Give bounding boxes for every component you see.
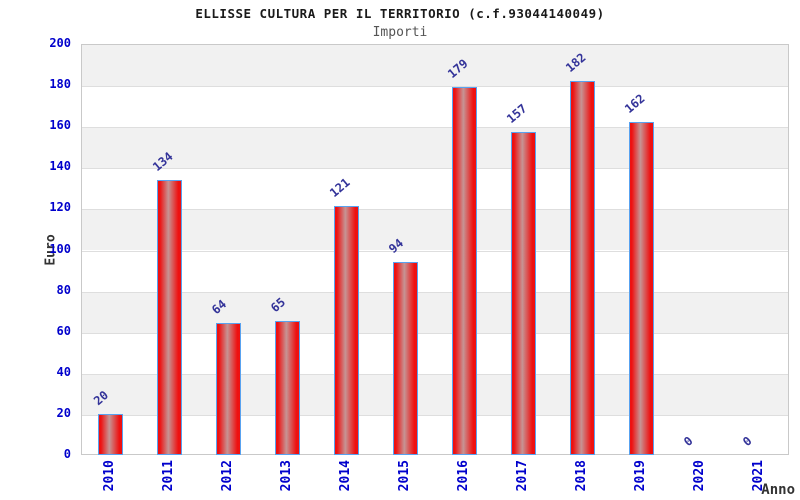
bar-value-label: 64 (208, 297, 229, 318)
bar-2010 (98, 413, 123, 455)
x-tick-label-2015: 2015 (396, 460, 412, 492)
plot-band (82, 45, 788, 87)
x-tick-label-2013: 2013 (278, 460, 294, 492)
plot-band (82, 414, 788, 454)
x-tick-label-2017: 2017 (514, 460, 530, 492)
y-tick-label: 80 (56, 282, 71, 297)
bar-2013 (275, 321, 300, 455)
x-tick-label-2020: 2020 (691, 460, 707, 492)
y-tick-label: 140 (49, 159, 71, 174)
gridline (82, 127, 788, 129)
bar-value-label: 182 (562, 50, 589, 75)
x-tick-label-2010: 2010 (101, 460, 117, 492)
gridline (82, 332, 788, 334)
plot-area (81, 44, 789, 455)
bar-2019 (629, 122, 654, 455)
plot-band (82, 373, 788, 415)
bar-2015 (393, 261, 418, 455)
bar-value-label: 157 (503, 101, 530, 127)
gridline (82, 250, 788, 252)
bar-value-label: 94 (385, 235, 406, 256)
y-tick-label: 40 (56, 364, 71, 379)
x-tick-label-2012: 2012 (219, 460, 235, 492)
gridline (82, 414, 788, 416)
bar-value-label: 20 (90, 387, 111, 408)
y-tick-label: 180 (49, 77, 71, 92)
chart-subtitle: Importi (372, 25, 428, 40)
bar-value-label: 162 (621, 91, 648, 117)
y-tick-label: 200 (49, 36, 71, 50)
x-tick-label-2011: 2011 (160, 460, 176, 492)
bar-2017 (511, 132, 536, 455)
bar-2016 (452, 87, 477, 455)
x-tick-label-2014: 2014 (337, 460, 353, 492)
y-tick-label: 60 (56, 323, 71, 338)
x-axis-title: Anno (761, 482, 795, 498)
bars-layer: 20 134 64 65 121 94 179 157 182 162 0 0 (81, 44, 789, 455)
bar-value-label: 0 (739, 433, 755, 449)
y-tick-label: 20 (56, 405, 71, 420)
bar-value-label: 179 (444, 56, 471, 82)
y-tick-label: 120 (49, 200, 71, 215)
plot-band (82, 86, 788, 128)
chart-title: ELLISSE CULTURA PER IL TERRITORIO (c.f.9… (195, 6, 605, 21)
gridline (82, 373, 788, 375)
plot-band (82, 332, 788, 374)
x-tick-label-2019: 2019 (632, 460, 648, 492)
bar-value-label: 0 (680, 433, 696, 449)
bar-value-label: 134 (149, 148, 176, 174)
bar-2018 (570, 81, 595, 455)
y-axis-tick-labels: 0 20 40 60 80 100 120 140 160 180 200 (0, 0, 75, 500)
y-tick-label: 100 (49, 241, 71, 256)
plot-band (82, 168, 788, 210)
plot-band (82, 250, 788, 292)
x-tick-label-2016: 2016 (455, 460, 471, 492)
x-tick-label-2018: 2018 (573, 460, 589, 492)
gridline (82, 86, 788, 88)
bar-2014 (334, 206, 359, 455)
bar-2011 (157, 179, 182, 455)
x-axis-tick-labels: 2010 2011 2012 2013 2014 2015 2016 2017 2018 2019… (81, 460, 789, 500)
y-tick-label: 0 (63, 447, 71, 461)
y-tick-label: 160 (49, 118, 71, 133)
gridline (82, 168, 788, 170)
bar-value-label: 65 (267, 295, 288, 316)
gridline (82, 209, 788, 211)
bar-2012 (216, 323, 241, 455)
plot-band (82, 209, 788, 251)
gridline (82, 291, 788, 293)
plot-band (82, 127, 788, 169)
bar-value-label: 121 (326, 175, 353, 201)
plot-band (82, 291, 788, 333)
